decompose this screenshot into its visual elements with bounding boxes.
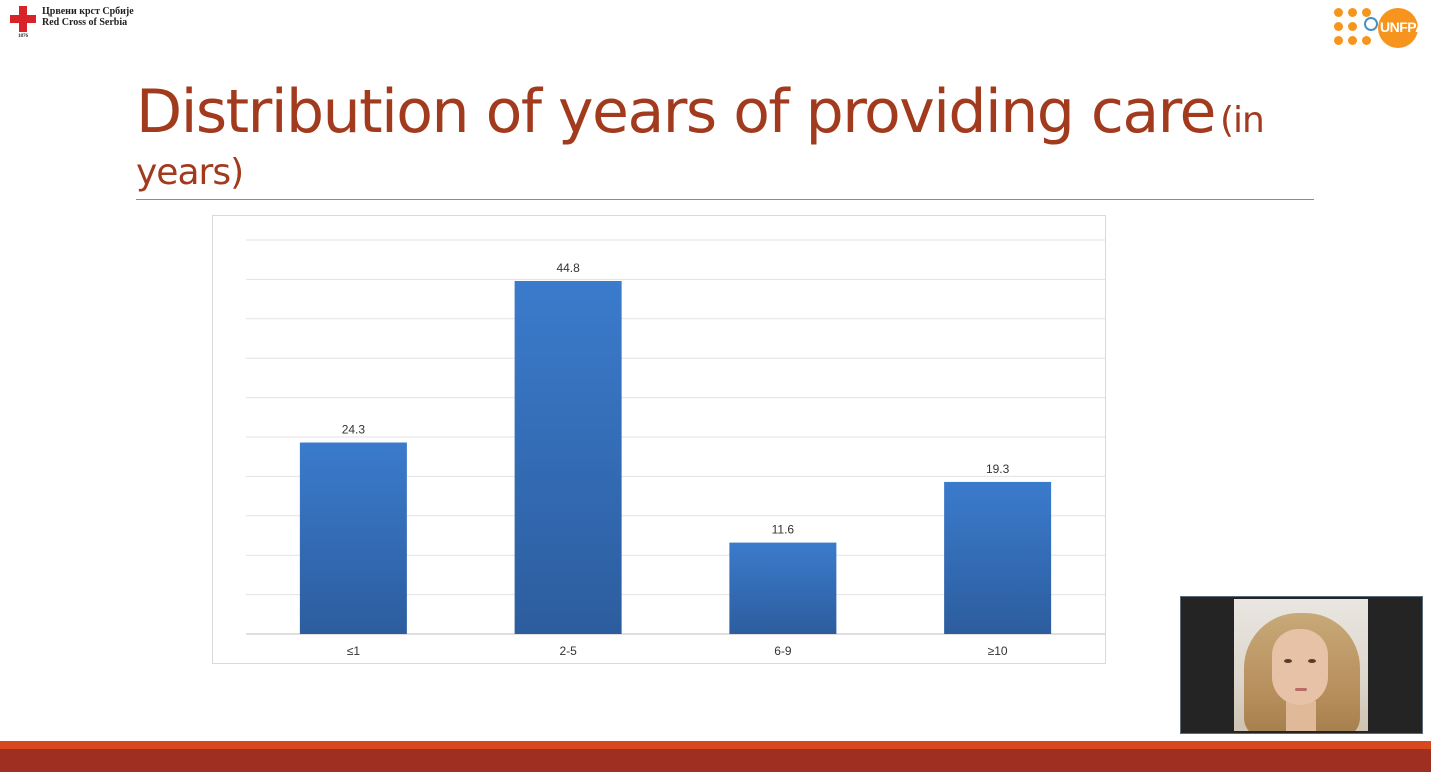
category-tick-label: ≤1 — [347, 644, 361, 658]
participant-video-tile[interactable] — [1180, 596, 1423, 734]
category-tick-label: 2-5 — [559, 644, 577, 658]
unfpa-wordmark: UNFPA — [1380, 19, 1425, 35]
bar — [299, 442, 407, 634]
red-cross-name-cyrillic: Црвени крст Србије — [42, 6, 134, 17]
bar — [729, 542, 837, 634]
red-cross-icon: 1876 — [10, 6, 36, 39]
slide-title-main: Distribution of years of providing care — [136, 77, 1216, 147]
bar — [944, 481, 1052, 634]
category-tick-label: 6-9 — [774, 644, 792, 658]
category-tick-label: ≥10 — [988, 644, 1008, 658]
title-divider — [136, 199, 1314, 200]
red-cross-serbia-logo: 1876 Црвени крст Србије Red Cross of Ser… — [10, 6, 134, 39]
bar-chart: 24.3 ≤1 44.8 2-5 11.6 6-9 19.3 ≥10 — [212, 215, 1106, 664]
red-cross-name: Црвени крст Србије Red Cross of Serbia — [42, 6, 134, 28]
un-emblem-icon — [1364, 17, 1378, 31]
red-cross-name-english: Red Cross of Serbia — [42, 17, 128, 28]
slide-footer-bar — [0, 741, 1431, 772]
logo-year: 1876 — [18, 34, 28, 39]
data-label: 19.3 — [986, 462, 1010, 476]
data-label: 24.3 — [342, 423, 366, 437]
data-label: 11.6 — [772, 523, 795, 537]
bar-chart-svg: 24.3 ≤1 44.8 2-5 11.6 6-9 19.3 ≥10 — [246, 239, 1105, 658]
slide-title-unit: (in years) — [136, 100, 1265, 193]
speaker-video — [1234, 599, 1368, 731]
data-label: 44.8 — [556, 261, 580, 275]
slide-title: Distribution of years of providing care … — [136, 72, 1316, 193]
bar — [514, 280, 622, 634]
unfpa-logo: UNFPA — [1330, 4, 1425, 48]
